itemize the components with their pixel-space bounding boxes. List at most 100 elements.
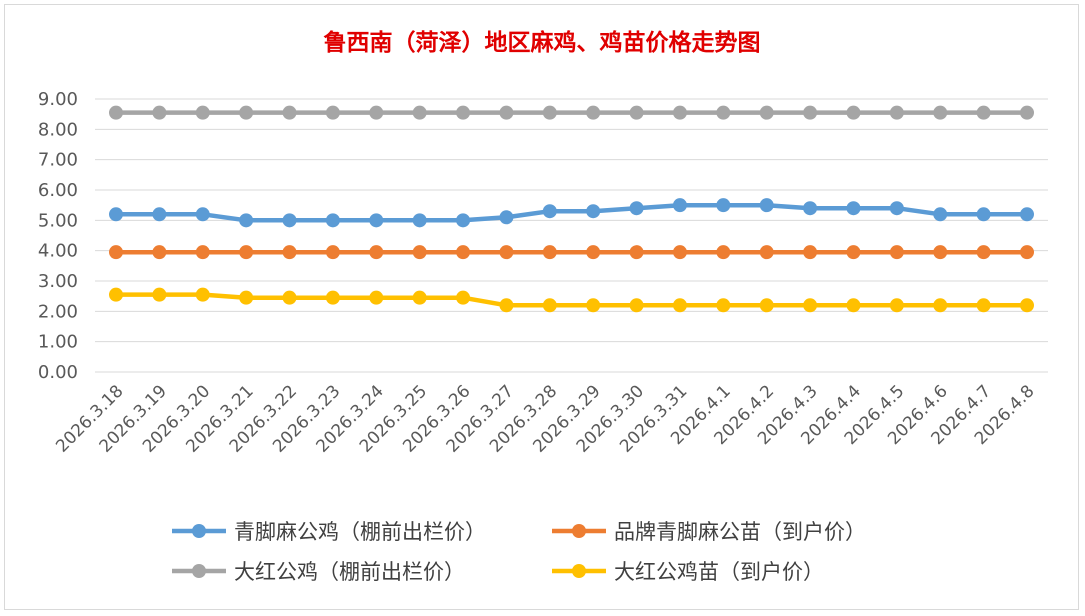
data-point [716, 198, 731, 213]
legend-marker [192, 564, 206, 578]
data-point [976, 298, 991, 313]
y-tick-label: 0.00 [38, 362, 78, 383]
data-point [282, 245, 297, 260]
legend-marker [192, 524, 206, 538]
data-point [499, 298, 514, 313]
data-point [499, 245, 514, 260]
data-point [1020, 245, 1034, 260]
data-point [933, 298, 948, 313]
data-point [803, 201, 818, 216]
y-tick-label: 8.00 [38, 119, 78, 140]
data-point [152, 207, 167, 222]
data-point [759, 198, 774, 213]
data-point [672, 245, 687, 260]
data-point [195, 207, 210, 222]
data-point [542, 298, 557, 313]
data-point [846, 245, 861, 260]
data-point [195, 105, 210, 120]
data-point [239, 245, 254, 260]
data-point [933, 207, 948, 222]
y-tick-label: 6.00 [38, 180, 78, 201]
data-point [456, 245, 471, 260]
data-point [1020, 298, 1034, 313]
data-point [716, 298, 731, 313]
data-point [803, 245, 818, 260]
chart-title: 鲁西南（菏泽）地区麻鸡、鸡苗价格走势图 [323, 29, 761, 56]
data-point [629, 245, 644, 260]
data-point [889, 105, 904, 120]
data-point [412, 290, 427, 305]
y-tick-label: 4.00 [38, 241, 78, 262]
data-point [152, 245, 167, 260]
data-point [152, 287, 167, 302]
data-point [586, 204, 601, 219]
data-point [195, 287, 210, 302]
data-point [456, 290, 471, 305]
data-point [846, 298, 861, 313]
data-point [759, 105, 774, 120]
data-point [803, 298, 818, 313]
data-point [456, 213, 471, 228]
legend-marker [572, 564, 586, 578]
data-point [456, 105, 471, 120]
gridlines [95, 98, 1048, 373]
data-point [499, 105, 514, 120]
data-point [803, 105, 818, 120]
data-point [542, 105, 557, 120]
y-tick-label: 7.00 [38, 150, 78, 171]
data-point [152, 105, 167, 120]
data-point [325, 290, 340, 305]
data-point [369, 105, 384, 120]
data-point [282, 290, 297, 305]
data-point [369, 213, 384, 228]
data-point [109, 287, 123, 302]
y-tick-label: 9.00 [38, 89, 78, 110]
data-point [976, 105, 991, 120]
data-point [325, 105, 340, 120]
data-point [1020, 105, 1034, 120]
series-line [116, 292, 1027, 308]
y-tick-label: 3.00 [38, 271, 78, 292]
data-point [1020, 207, 1034, 222]
data-point [586, 105, 601, 120]
legend: 青脚麻公鸡（棚前出栏价） 品牌青脚麻公苗（到户价） 大红公鸡（棚前出栏价） 大红公鸡苗… [172, 520, 866, 584]
y-axis-ticks: 0.00 1.00 2.00 3.00 4.00 5.00 6.00 7.00 8.00 9.00 [38, 89, 78, 383]
legend-label: 大红公鸡苗（到户价） [614, 560, 824, 584]
data-point [716, 245, 731, 260]
data-point [976, 207, 991, 222]
data-point [412, 213, 427, 228]
data-point [109, 245, 123, 260]
legend-item: 大红公鸡（棚前出栏价） [172, 560, 465, 584]
data-point [933, 105, 948, 120]
data-point [933, 245, 948, 260]
data-point [629, 105, 644, 120]
data-point [369, 245, 384, 260]
series-layer [109, 105, 1034, 313]
data-point [239, 290, 254, 305]
x-axis-ticks: 2026.3.182026.3.192026.3.202026.3.212026… [52, 381, 1038, 456]
data-point [282, 105, 297, 120]
data-point [239, 105, 254, 120]
data-point [889, 298, 904, 313]
legend-item: 大红公鸡苗（到户价） [552, 560, 824, 584]
legend-label: 大红公鸡（棚前出栏价） [234, 560, 465, 584]
series-1 [109, 198, 1034, 228]
data-point [109, 207, 123, 222]
data-point [716, 105, 731, 120]
series-3 [109, 105, 1034, 120]
series-2 [109, 245, 1034, 260]
data-point [586, 245, 601, 260]
y-tick-label: 2.00 [38, 301, 78, 322]
data-point [889, 201, 904, 216]
data-point [586, 298, 601, 313]
y-tick-label: 5.00 [38, 210, 78, 231]
data-point [759, 245, 774, 260]
data-point [239, 213, 254, 228]
data-point [542, 204, 557, 219]
data-point [672, 198, 687, 213]
legend-item: 青脚麻公鸡（棚前出栏价） [172, 520, 486, 544]
data-point [889, 245, 904, 260]
data-point [109, 105, 123, 120]
data-point [629, 201, 644, 216]
